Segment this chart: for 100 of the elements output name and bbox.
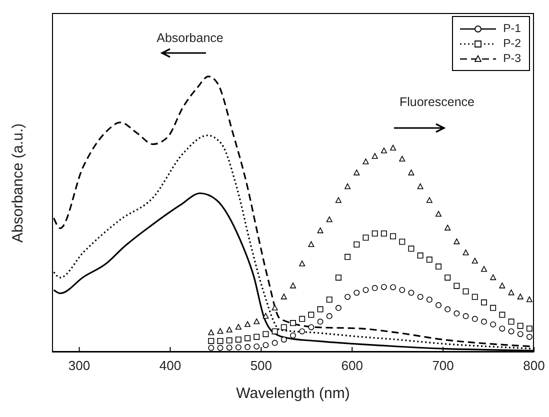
x-axis-title: Wavelength (nm) [235,385,351,402]
point [299,328,306,334]
point [299,260,306,266]
point [290,282,296,288]
point [499,312,506,318]
point [372,285,378,292]
point [508,318,514,325]
point [362,286,369,293]
point [344,254,351,260]
point [408,246,414,252]
point [436,302,442,308]
point [462,313,469,320]
point [208,344,214,351]
point [326,313,332,320]
point [526,296,532,302]
point [335,274,342,281]
point [390,284,396,290]
point [354,242,360,248]
legend-label: P-2 [503,38,521,50]
point [454,310,460,316]
point [426,197,432,203]
point [472,258,478,264]
point [299,316,306,322]
point [372,153,378,159]
point [372,230,378,236]
point [426,256,432,263]
point [280,336,287,343]
point [454,238,460,244]
point [490,304,496,311]
point [417,252,424,259]
point [272,304,278,310]
point [280,324,287,330]
point [254,318,260,324]
point [217,328,224,334]
point [344,183,351,190]
point [444,224,451,230]
point [436,264,442,270]
point [290,320,296,326]
point [244,344,251,350]
point [499,326,506,332]
point [335,197,342,203]
point [326,296,332,303]
point [217,338,224,344]
point [317,306,324,312]
point [262,342,269,348]
point [508,328,514,334]
x-tick-label: 700 [432,358,454,374]
point [235,344,242,350]
point [490,274,496,280]
point [308,241,314,247]
point [254,334,260,340]
point [344,294,351,300]
annotation: Fluorescence [399,95,475,109]
point [380,284,387,290]
point [226,344,232,351]
point [217,344,224,351]
point [490,321,496,328]
point [462,250,469,256]
point [226,326,232,332]
point [426,296,432,303]
point [390,233,396,240]
point [499,282,506,288]
point [254,343,260,350]
point [462,288,469,294]
point [444,274,451,281]
legend-label: P-3 [503,52,521,64]
point [317,318,324,325]
point [390,144,396,151]
point [436,210,442,217]
point [208,338,214,344]
point [208,329,214,336]
point [380,230,387,236]
point [526,334,532,340]
point [362,234,369,241]
point [244,335,251,342]
point [480,318,487,325]
point [408,170,414,176]
point [326,216,332,222]
point [417,183,424,190]
point [272,340,278,346]
point [262,331,269,338]
point [417,294,424,300]
x-tick-label: 800 [523,358,545,374]
point [517,322,524,329]
point [508,289,514,296]
point [517,331,524,338]
point [472,294,478,300]
point [235,336,242,343]
point [454,282,460,289]
point [380,148,387,154]
point [226,337,232,344]
point [244,321,251,327]
point [480,299,487,306]
point [335,304,342,311]
point [472,316,478,322]
point [444,306,451,312]
text: Absorbance [156,31,224,45]
point [317,227,324,234]
point [235,324,242,330]
point [280,294,287,300]
